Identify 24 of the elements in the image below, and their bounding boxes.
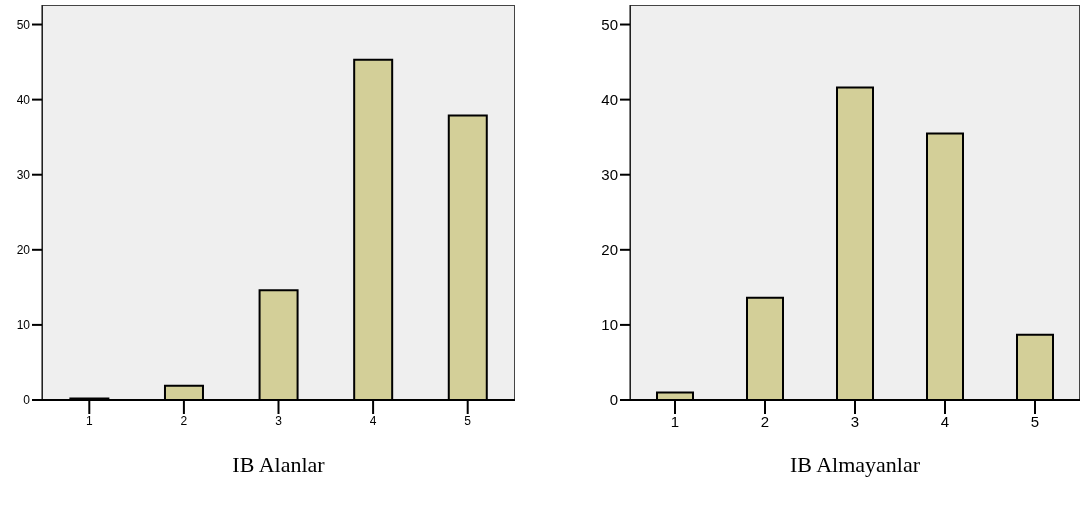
- y-tick-label: 50: [601, 15, 618, 33]
- x-tick-label: 5: [464, 413, 472, 428]
- x-tick-label: 5: [1030, 412, 1040, 430]
- x-tick-label: 2: [180, 413, 188, 428]
- y-tick-label: 40: [16, 92, 31, 107]
- y-tick-label: 10: [16, 318, 31, 333]
- y-tick-label: 30: [601, 166, 618, 184]
- x-tick-label: 2: [760, 412, 770, 430]
- y-tick-label: 20: [16, 243, 31, 258]
- y-tick-label: 50: [16, 17, 31, 32]
- x-tick-label: 1: [670, 412, 680, 430]
- y-tick-label: 20: [601, 241, 618, 259]
- x-tick-label: 3: [275, 413, 283, 428]
- x-tick-label: 4: [940, 412, 950, 430]
- x-tick-label: 4: [369, 413, 377, 428]
- x-tick-label: 3: [850, 412, 860, 430]
- x-axis-title: IB Almayanlar: [788, 452, 922, 478]
- x-tick-label: 1: [85, 413, 93, 428]
- y-tick-label: 10: [601, 316, 618, 334]
- y-tick-label: 0: [23, 393, 31, 408]
- y-tick-label: 0: [609, 391, 618, 409]
- y-tick-label: 40: [601, 90, 618, 108]
- x-axis-title: IB Alanlar: [231, 452, 326, 478]
- y-tick-label: 30: [16, 167, 31, 182]
